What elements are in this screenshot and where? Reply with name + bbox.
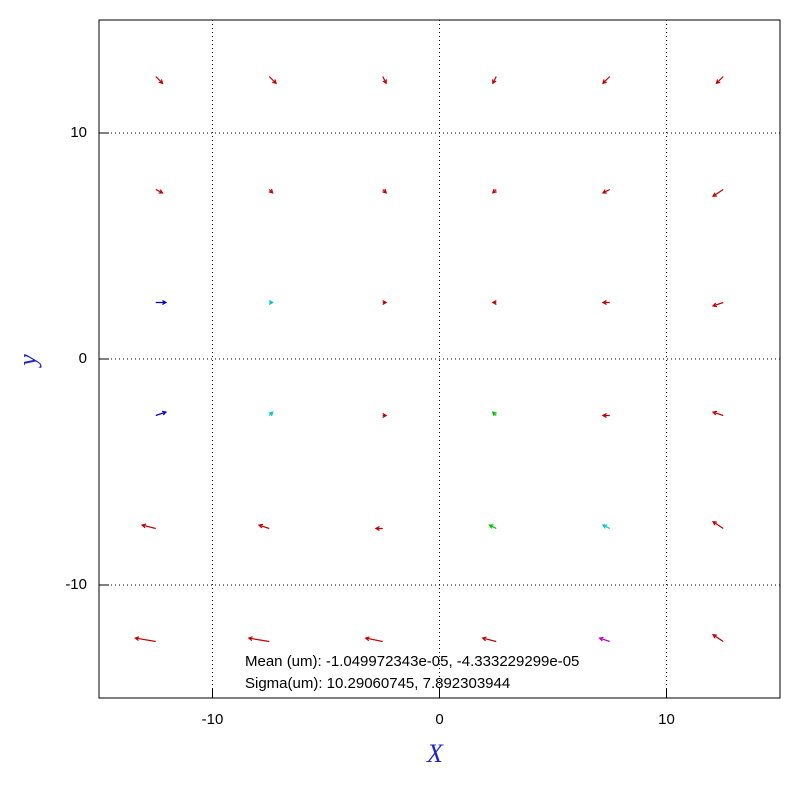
vector-arrow — [491, 411, 497, 417]
vector-arrow — [711, 520, 724, 529]
vector-arrow — [374, 526, 383, 531]
vector-arrow — [492, 76, 497, 85]
vector-arrow — [711, 301, 724, 308]
vector-arrow — [268, 411, 274, 417]
vector-arrow — [134, 636, 156, 643]
vector-arrow — [382, 188, 388, 194]
vector-arrow — [268, 188, 274, 194]
vector-arrow — [601, 188, 611, 194]
vector-arrow — [247, 636, 270, 643]
vector-arrow — [711, 633, 724, 642]
y-tick-label: -10 — [65, 576, 87, 593]
vector-arrow — [601, 300, 610, 305]
vector-arrow — [711, 410, 724, 417]
y-tick-label: 10 — [70, 124, 87, 141]
vector-arrow — [257, 523, 270, 530]
vector-arrow — [598, 636, 610, 643]
annotation: Sigma(um): 10.29060745, 7.892303944 — [245, 675, 510, 692]
vector-arrow — [382, 300, 388, 305]
vector-arrow — [481, 636, 497, 643]
y-tick-label: 0 — [79, 350, 87, 367]
vector-arrow — [715, 76, 724, 85]
x-tick-label: -10 — [202, 711, 224, 728]
vector-arrow — [268, 300, 274, 305]
vector-arrow — [268, 76, 277, 85]
vector-arrow — [155, 76, 164, 85]
vector-arrow — [382, 413, 388, 418]
vector-arrow — [155, 410, 168, 417]
x-tick-label: 0 — [435, 711, 443, 728]
vector-arrow — [711, 189, 724, 198]
vector-arrow — [601, 413, 610, 418]
vector-arrow — [602, 76, 611, 85]
annotation: Mean (um): -1.049972343e-05, -4.33322929… — [245, 653, 579, 670]
vector-arrow — [488, 524, 497, 530]
vector-arrow — [155, 188, 164, 194]
x-axis-label: X — [426, 739, 444, 768]
y-axis-label: y — [13, 354, 42, 369]
vector-arrow — [601, 524, 611, 530]
vector-arrow — [491, 300, 497, 305]
vector-arrow — [140, 523, 156, 530]
vector-arrow — [155, 300, 168, 305]
x-tick-label: 10 — [658, 711, 675, 728]
vector-arrow — [491, 188, 497, 194]
vector-arrow — [382, 76, 387, 85]
vector-arrow — [364, 636, 383, 643]
